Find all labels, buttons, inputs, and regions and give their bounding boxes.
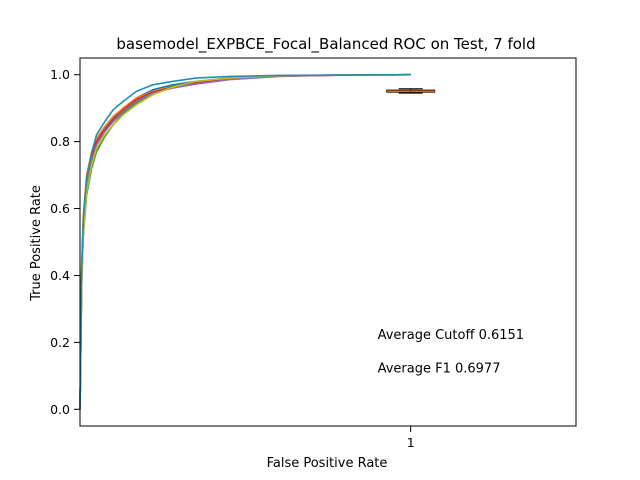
roc-curve-fold-3 (79, 73, 411, 410)
annotation-1: Average Cutoff 0.6151 (378, 328, 524, 343)
roc-curve-fold-5 (79, 73, 411, 410)
axes-frame (79, 57, 577, 427)
y-tick-label: 1.0 (50, 67, 70, 82)
chart-title: basemodel_EXPBCE_Focal_Balanced ROC on T… (116, 35, 535, 54)
y-tick-label: 0.4 (50, 268, 70, 283)
y-tick-label: 0.8 (50, 134, 70, 149)
x-tick-label: 1 (407, 435, 415, 450)
roc-curve-fold-2 (79, 73, 411, 410)
y-tick-label: 0.2 (50, 335, 70, 350)
roc-curve-fold-6 (79, 73, 411, 410)
y-axis-label: True Positive Rate (29, 185, 44, 302)
roc-curve-fold-7 (79, 73, 411, 410)
plot-area: 0.0 0.2 0.4 0.6 0.8 1.0 1 Average Cutoff 0.6151… (50, 57, 577, 450)
x-axis-label: False Positive Rate (267, 456, 388, 471)
roc-curve-fold-1 (79, 73, 411, 410)
annotation-2: Average F1 0.6977 (378, 361, 501, 376)
y-tick-label: 0.6 (50, 201, 70, 216)
y-tick-label: 0.0 (50, 402, 70, 417)
roc-curve-fold-4 (79, 73, 411, 410)
